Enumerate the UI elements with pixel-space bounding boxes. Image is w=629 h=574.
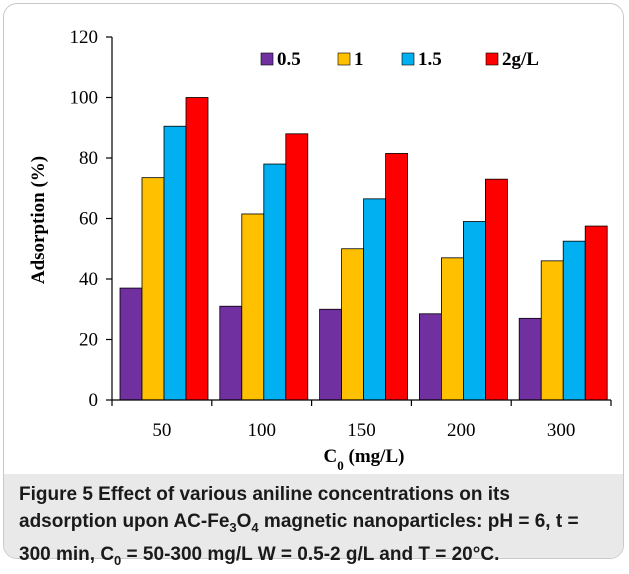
axes-group: 0 20 40 60 80 100 120 50 100 150 200 300 [70,27,612,441]
legend-label: 0.5 [277,49,301,70]
bar-1-50 [141,177,165,401]
bar-0.5-300 [518,317,542,401]
bar-1.5-300 [562,240,586,401]
x-tick-label: 300 [547,420,576,441]
y-tick-label: 60 [79,209,98,230]
figure-caption: Figure 5 Effect of various aniline conce… [19,481,609,574]
bars-group [119,97,608,401]
bar-1-100 [241,213,265,401]
legend-swatch [260,52,274,66]
legend-label: 2g/L [502,49,539,70]
bar-1-150 [341,248,365,401]
x-tick-label: 200 [447,420,476,441]
y-tick-label: 40 [79,269,98,290]
bar-1.5-150 [363,198,387,401]
bar-1.5-200 [462,221,486,401]
caption-text-3: magnetic nanoparticles: pH = 6, t = 300 … [19,511,579,565]
y-tick-label: 0 [89,390,99,411]
caption-text-1: Effect of various aniline concentrations… [19,484,510,532]
x-axis-title-tail: (mg/L) [344,446,405,467]
bar-1-300 [540,260,564,401]
bar-0.5-50 [119,287,143,401]
bar-1.5-50 [163,125,187,401]
x-axis-title-main: C [324,446,338,467]
bar-1-200 [440,257,464,401]
x-axis-title-sub: 0 [337,458,344,471]
legend-swatch [337,52,351,66]
y-tick-label: 80 [79,148,98,169]
x-tick-label: 100 [247,420,276,441]
y-tick-label: 120 [70,27,99,48]
bar-2gL-150 [385,153,409,401]
y-tick-label: 20 [79,330,98,351]
x-tick-label: 50 [152,420,171,441]
bar-2gL-300 [584,225,608,401]
bar-1.5-100 [263,163,287,401]
bar-2gL-200 [484,178,508,401]
x-axis-title: C0 (mg/L) [324,446,405,470]
legend-swatch [401,52,415,66]
caption-text-2: O [236,511,252,532]
bar-2gL-100 [285,133,309,401]
bar-2gL-50 [185,97,209,401]
caption-text-4: = 50-300 mg/L W = 0.5-2 g/L and T = 20°C… [121,543,500,565]
x-tick-label: 150 [347,420,376,441]
caption-band [4,474,623,558]
caption-sub-2: 4 [251,519,259,535]
caption-sub-3: 0 [114,552,122,568]
bar-chart: 0 20 40 60 80 100 120 50 100 150 200 300 0.5 1 1.5 2g/… [28,27,612,470]
bar-0.5-150 [319,308,343,401]
figure-frame [3,3,624,559]
legend: 0.5 1 1.5 2g/L [260,49,539,70]
caption-figure-label: Figure 5 [19,484,93,505]
y-axis-title: Adsorption (%) [28,156,49,284]
legend-swatch [485,52,499,66]
legend-label: 1 [354,49,364,70]
bar-0.5-100 [219,305,243,401]
y-tick-label: 100 [70,88,99,109]
bar-0.5-200 [418,313,442,401]
caption-sub-1: 3 [229,519,237,535]
legend-label: 1.5 [418,49,442,70]
